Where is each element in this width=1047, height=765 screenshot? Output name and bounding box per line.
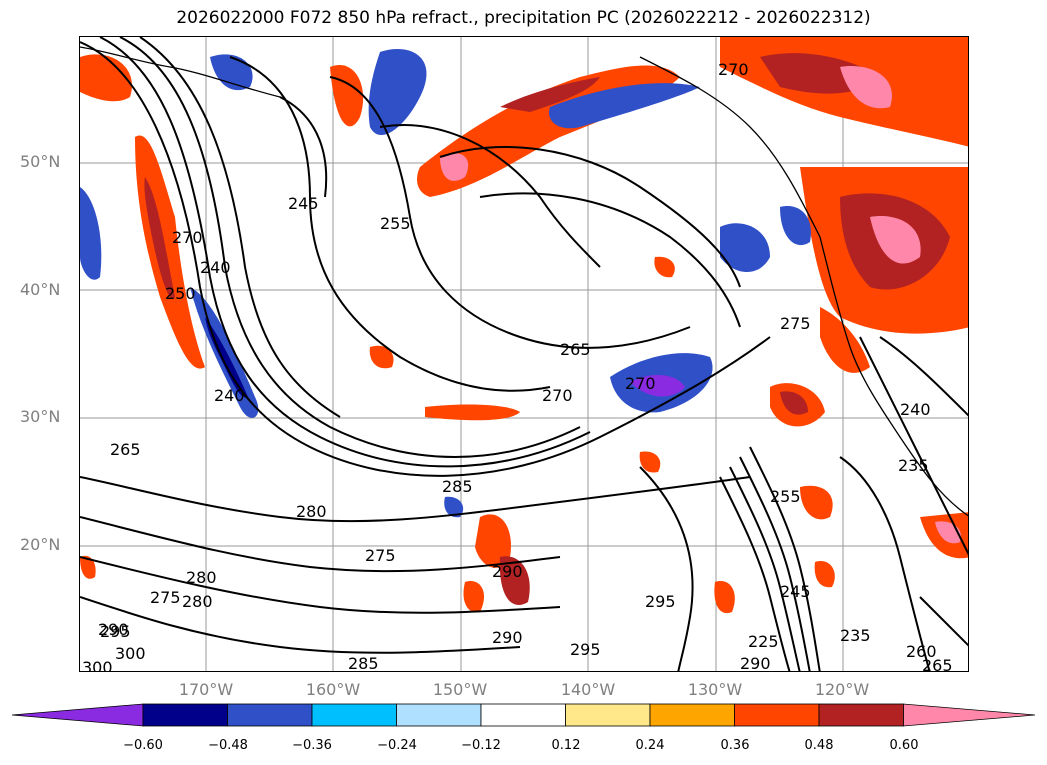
colorbar-tick: −0.24 [377, 738, 417, 753]
lon-label-160w: 160°W [305, 680, 361, 699]
contour-label: 275 [150, 588, 181, 607]
contour-label: 290 [492, 562, 523, 581]
contour-label: 240 [900, 400, 931, 419]
contour-label: 290 [492, 628, 523, 647]
contour-label: 295 [100, 622, 131, 641]
contour-label: 270 [172, 228, 203, 247]
lat-label-30n: 30°N [20, 407, 61, 426]
colorbar-tick: −0.36 [292, 738, 332, 753]
lon-label-170w: 170°W [178, 680, 234, 699]
lat-label-20n: 20°N [20, 535, 61, 554]
contour-label: 260 [906, 642, 937, 661]
colorbar-tick: 0.36 [720, 738, 750, 753]
contour-label: 295 [570, 640, 601, 659]
contour-label: 270 [625, 374, 656, 393]
contour-label: 240 [214, 386, 245, 405]
contour-label: 265 [922, 656, 953, 672]
map-panel: 270 245 255 240 240 250 265 265 270 270 … [79, 36, 969, 672]
colorbar-tick: 0.60 [889, 738, 919, 753]
contour-labels: 270 245 255 240 240 250 265 265 270 270 … [82, 60, 953, 672]
colorbar-segment [396, 703, 482, 727]
contour-label: 245 [780, 582, 811, 601]
colorbar [11, 703, 1036, 727]
map-svg: 270 245 255 240 240 250 265 265 270 270 … [80, 37, 968, 672]
contour-label: 280 [186, 568, 217, 587]
contour-label: 225 [748, 632, 779, 651]
colorbar-segment [818, 703, 904, 727]
contour-label: 300 [82, 658, 113, 672]
lon-label-150w: 150°W [432, 680, 488, 699]
colorbar-tick: −0.60 [123, 738, 163, 753]
lat-label-50n: 50°N [20, 152, 61, 171]
contour-label: 235 [898, 456, 929, 475]
contour-label: 295 [645, 592, 676, 611]
contour-label: 275 [780, 314, 811, 333]
contour-label: 280 [296, 502, 327, 521]
colorbar-tick: −0.48 [208, 738, 248, 753]
lon-label-140w: 140°W [560, 680, 616, 699]
contour-label: 290 [740, 654, 771, 672]
contour-label: 275 [365, 546, 396, 565]
contour-label: 270 [718, 60, 749, 79]
lon-label-120w: 120°W [814, 680, 870, 699]
contour-label: 290 [98, 620, 129, 639]
contour-label: 285 [442, 477, 473, 496]
colorbar-segment [142, 703, 228, 727]
contour-label: 255 [380, 214, 411, 233]
contour-label: 265 [560, 340, 591, 359]
colorbar-segment [734, 703, 820, 727]
contour-label: 250 [165, 284, 196, 303]
colorbar-tick: 0.12 [551, 738, 581, 753]
colorbar-tick: 0.24 [635, 738, 665, 753]
contour-label: 235 [840, 626, 871, 645]
contour-label: 300 [115, 644, 146, 663]
colorbar-segment [565, 703, 651, 727]
contour-label: 245 [288, 194, 319, 213]
colorbar-segment [311, 703, 397, 727]
contour-label: 240 [200, 258, 231, 277]
colorbar-segment [649, 703, 735, 727]
colorbar-segment [11, 703, 144, 727]
colorbar-segment [480, 703, 566, 727]
contour-label: 255 [770, 487, 801, 506]
colorbar-tick: 0.48 [804, 738, 834, 753]
chart-title: 2026022000 F072 850 hPa refract., precip… [176, 8, 871, 28]
contour-label: 270 [542, 386, 573, 405]
colorbar-segment [227, 703, 313, 727]
colorbar-segment [903, 703, 1036, 727]
coastlines [80, 46, 968, 517]
colorbar-tick: −0.12 [461, 738, 501, 753]
refractivity-contours [80, 37, 968, 671]
lon-label-130w: 130°W [687, 680, 743, 699]
contour-label: 285 [348, 654, 379, 672]
contour-label: 280 [182, 592, 213, 611]
precip-fill [80, 37, 968, 614]
contour-label: 265 [110, 440, 141, 459]
lat-label-40n: 40°N [20, 280, 61, 299]
